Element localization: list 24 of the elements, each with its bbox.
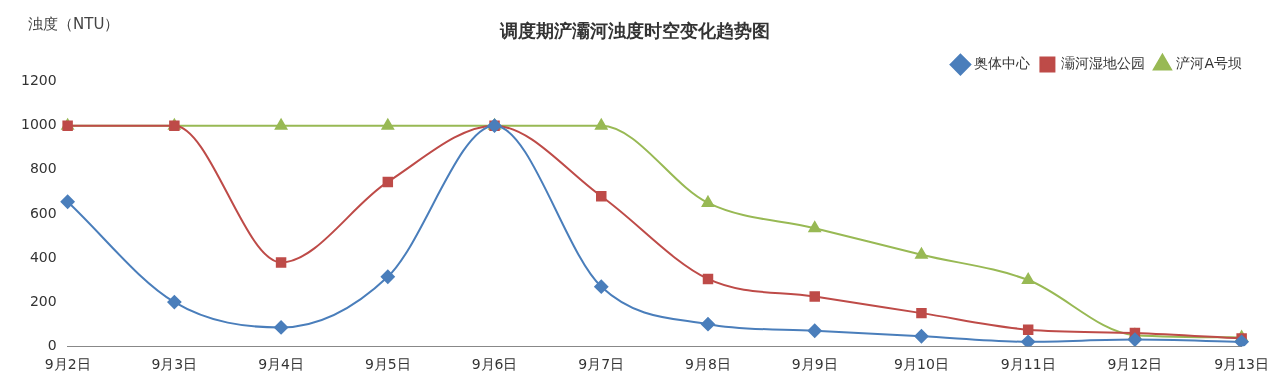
x-tick-label: 9月3日 [151,356,198,373]
y-tick-label: 200 [29,292,57,309]
x-tick-label: 9月6日 [471,356,518,373]
x-tick-label: 9月8日 [685,356,731,373]
x-tick-label: 9月12日 [1107,356,1163,373]
x-tick-label: 9月11日 [1000,356,1056,373]
legend-label: 奥体中心 [974,55,1031,72]
y-tick-label: 1200 [20,72,57,89]
y-axis-title: 浊度（NTU） [28,15,120,34]
x-tick-label: 9月7日 [578,356,625,373]
y-tick-label: 600 [29,204,57,221]
x-tick-label: 9月10日 [894,356,949,373]
y-tick-label: 1000 [20,116,57,133]
legend-label: 浐河A号坝 [1176,55,1242,72]
y-tick-label: 400 [29,248,57,265]
x-tick-label: 9月2日 [44,356,91,373]
y-tick-label: 800 [29,160,57,177]
x-tick-label: 9月9日 [791,356,838,373]
chart-title: 调度期浐灞河浊度时空变化趋势图 [499,20,770,42]
legend-label: 灞河湿地公园 [1061,55,1146,72]
x-tick-label: 9月13日 [1214,356,1270,373]
y-tick-label: 0 [47,336,57,353]
x-tick-label: 9月4日 [258,356,304,373]
x-tick-label: 9月5日 [364,356,411,373]
